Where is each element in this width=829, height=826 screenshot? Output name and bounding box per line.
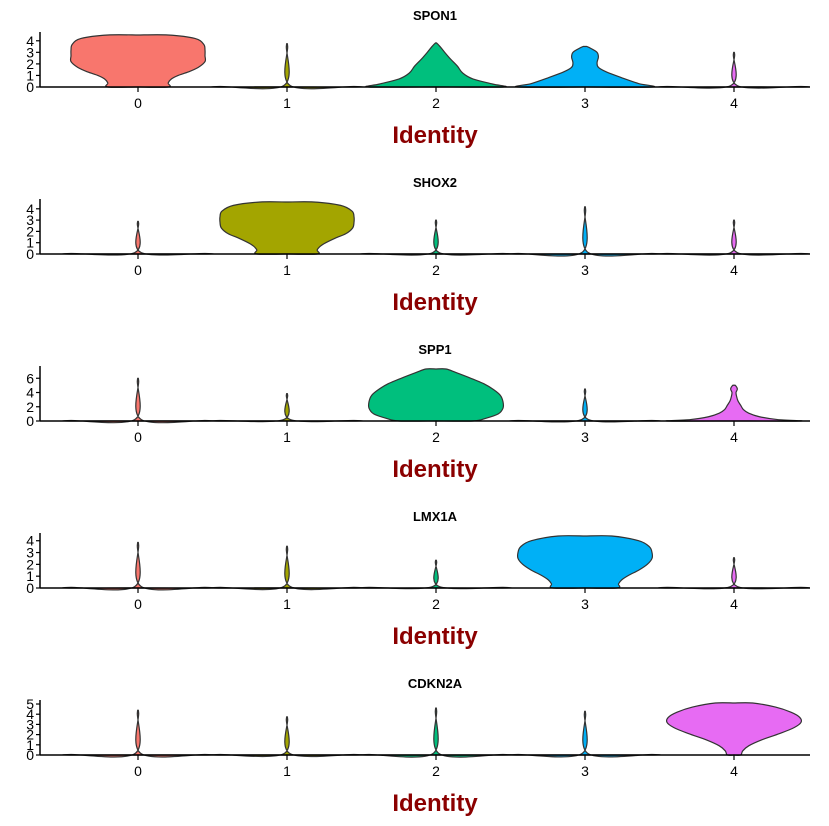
violin-spp1-cluster-3 <box>509 388 661 423</box>
y-tick-label: 0 <box>26 246 34 262</box>
y-tick-label: 1 <box>26 235 34 251</box>
y-tick-label: 6 <box>26 370 34 386</box>
y-tick-label: 2 <box>26 556 34 572</box>
x-tick-label: 1 <box>283 763 291 779</box>
violin-spp1-cluster-2 <box>367 368 505 422</box>
y-tick-label: 3 <box>26 212 34 228</box>
violin-shox2-cluster-4 <box>658 219 810 256</box>
x-tick-label: 4 <box>730 262 738 278</box>
y-tick-label: 2 <box>26 56 34 72</box>
y-tick-label: 0 <box>26 79 34 95</box>
y-tick-label: 1 <box>26 568 34 584</box>
violin-lmx1a-cluster-0 <box>62 541 214 591</box>
violin-shox2-cluster-1 <box>219 201 355 255</box>
x-tick-label: 1 <box>283 95 291 111</box>
x-tick-label: 2 <box>432 262 440 278</box>
x-tick-label: 2 <box>432 95 440 111</box>
x-tick-label: 1 <box>283 262 291 278</box>
y-tick-label: 4 <box>26 533 34 549</box>
x-tick-label: 1 <box>283 429 291 445</box>
y-tick-label: 2 <box>26 223 34 239</box>
x-axis-title: Identity <box>392 122 478 149</box>
y-tick-label: 4 <box>26 385 34 401</box>
y-tick-label: 2 <box>26 727 34 743</box>
y-tick-label: 0 <box>26 413 34 429</box>
x-axis-title: Identity <box>392 623 478 650</box>
x-tick-label: 1 <box>283 596 291 612</box>
panel-title: SHOX2 <box>413 175 457 190</box>
x-tick-label: 2 <box>432 763 440 779</box>
x-tick-label: 4 <box>730 95 738 111</box>
panel-title: SPP1 <box>418 342 451 357</box>
violin-cdkn2a-cluster-1 <box>211 716 363 758</box>
y-tick-label: 3 <box>26 545 34 561</box>
violin-cdkn2a-cluster-3 <box>509 710 661 758</box>
violin-shox2-cluster-3 <box>509 206 661 257</box>
x-tick-label: 0 <box>134 429 142 445</box>
violin-lmx1a-cluster-3 <box>516 535 654 589</box>
x-tick-label: 4 <box>730 596 738 612</box>
violin-cdkn2a-cluster-4 <box>665 702 803 756</box>
panel-title: LMX1A <box>413 509 458 524</box>
violin-spon1-cluster-0 <box>69 34 207 88</box>
x-tick-label: 4 <box>730 763 738 779</box>
x-tick-label: 4 <box>730 429 738 445</box>
violin-spp1-cluster-0 <box>62 377 214 424</box>
x-axis-title: Identity <box>392 790 478 817</box>
x-axis-title: Identity <box>392 456 478 483</box>
x-tick-label: 0 <box>134 95 142 111</box>
y-tick-label: 3 <box>26 44 34 60</box>
y-tick-label: 4 <box>26 33 34 49</box>
violin-spon1-cluster-4 <box>658 51 810 89</box>
violin-cdkn2a-cluster-2 <box>360 707 512 758</box>
x-tick-label: 3 <box>581 596 589 612</box>
y-tick-label: 4 <box>26 201 34 217</box>
violin-spp1-cluster-1 <box>211 392 363 423</box>
x-tick-label: 0 <box>134 596 142 612</box>
violin-lmx1a-cluster-4 <box>658 557 810 590</box>
x-axis-title: Identity <box>392 289 478 316</box>
violin-shox2-cluster-0 <box>62 220 214 256</box>
y-tick-label: 2 <box>26 399 34 415</box>
violin-shox2-cluster-2 <box>360 219 512 256</box>
y-tick-label: 5 <box>26 696 34 712</box>
x-tick-label: 3 <box>581 262 589 278</box>
violin-spp1-cluster-4 <box>665 384 803 422</box>
violin-lmx1a-cluster-1 <box>211 545 363 591</box>
violin-lmx1a-cluster-2 <box>360 559 512 590</box>
violin-spon1-cluster-1 <box>211 43 363 90</box>
x-tick-label: 3 <box>581 95 589 111</box>
panel-title: SPON1 <box>413 8 457 23</box>
y-tick-label: 1 <box>26 67 34 83</box>
y-tick-label: 4 <box>26 706 34 722</box>
x-tick-label: 3 <box>581 763 589 779</box>
panel-title: CDKN2A <box>408 676 463 691</box>
y-tick-label: 0 <box>26 580 34 596</box>
x-tick-label: 0 <box>134 262 142 278</box>
violin-spon1-cluster-2 <box>365 42 507 88</box>
y-tick-label: 0 <box>26 747 34 763</box>
x-tick-label: 2 <box>432 596 440 612</box>
x-tick-label: 2 <box>432 429 440 445</box>
x-tick-label: 0 <box>134 763 142 779</box>
violin-spon1-cluster-3 <box>515 45 655 88</box>
violin-cdkn2a-cluster-0 <box>62 709 214 758</box>
x-tick-label: 3 <box>581 429 589 445</box>
y-tick-label: 1 <box>26 737 34 753</box>
y-tick-label: 3 <box>26 716 34 732</box>
